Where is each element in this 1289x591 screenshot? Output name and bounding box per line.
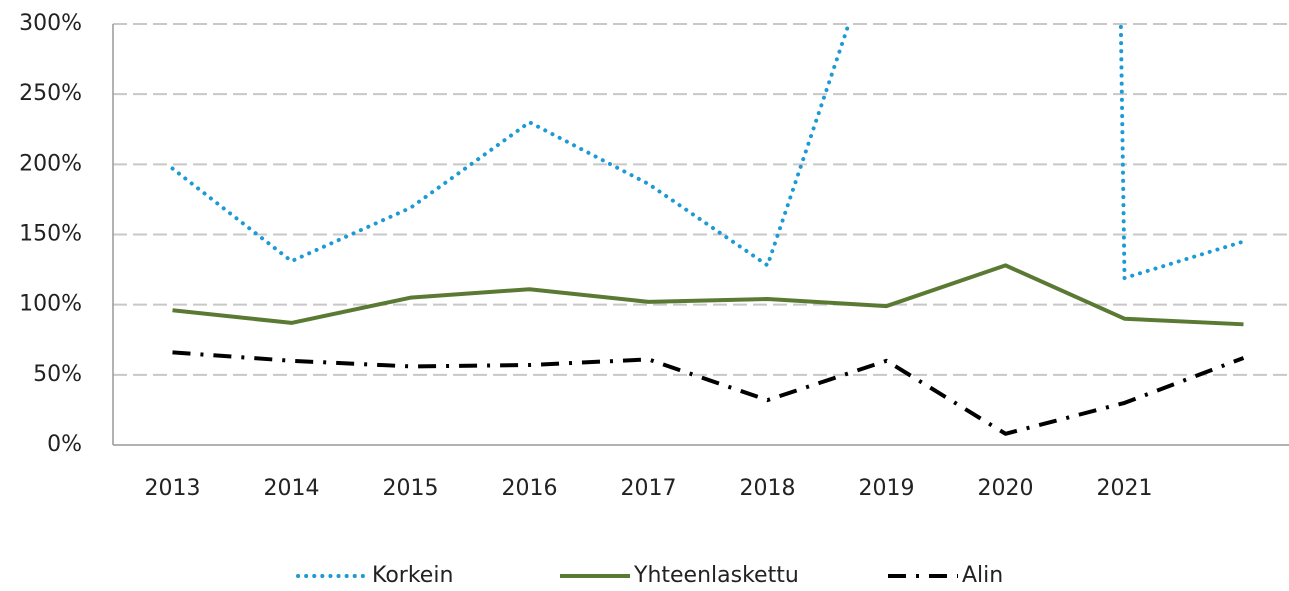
line-series (170, 24, 1246, 281)
y-tick-label: 250% (19, 81, 82, 106)
y-tick-label: 150% (19, 222, 82, 247)
legend-label: Yhteenlaskettu (633, 563, 799, 587)
legend-label: Korkein (372, 563, 453, 587)
x-tick-label: 2020 (978, 476, 1034, 501)
y-tick-label: 300% (19, 11, 82, 36)
y-tick-label: 50% (33, 362, 82, 387)
y-tick-label: 200% (19, 151, 82, 176)
plot-area (170, 24, 1246, 436)
x-tick-label: 2018 (740, 476, 796, 501)
x-tick-label: 2016 (502, 476, 558, 501)
x-tick-label: 2015 (383, 476, 439, 501)
x-tick-label: 2021 (1097, 476, 1153, 501)
line-series (172, 350, 1245, 436)
x-tick-label: 2013 (145, 476, 201, 501)
y-tick-label: 100% (19, 292, 82, 317)
x-tick-label: 2014 (264, 476, 320, 501)
x-tick-label: 2017 (621, 476, 677, 501)
x-tick-label: 2019 (859, 476, 915, 501)
legend-label: Alin (962, 563, 1003, 587)
line-series (172, 263, 1244, 327)
y-tick-label: 0% (47, 432, 82, 457)
